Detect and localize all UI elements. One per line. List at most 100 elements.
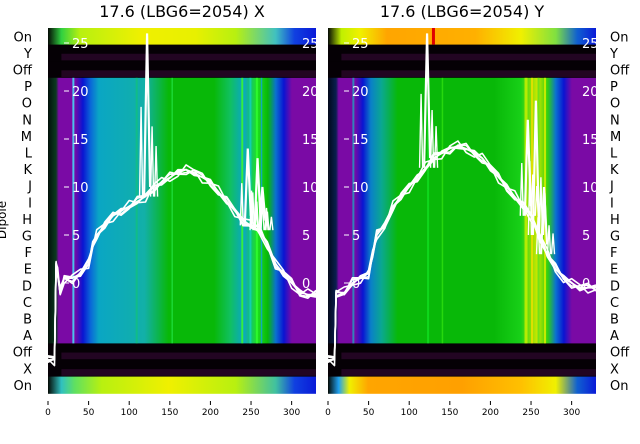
- dipole-label: F: [610, 246, 617, 261]
- heatmap-row-on: [48, 376, 316, 394]
- heatmap-streak: [352, 77, 355, 344]
- overlay-tick-label: 15: [582, 133, 599, 148]
- panel-x-title: 17.6 (LBG6=2054) X: [99, 2, 265, 21]
- heatmap-row-n: [328, 111, 596, 129]
- dipole-label: J: [609, 180, 614, 195]
- dipole-label: G: [22, 230, 32, 245]
- heatmap-rail-shade: [61, 369, 317, 376]
- dipole-label: On: [610, 379, 628, 394]
- dipole-label: O: [610, 97, 620, 112]
- dipole-label: P: [610, 80, 618, 95]
- dipole-label: E: [610, 263, 618, 278]
- heatmap-row-k: [328, 160, 596, 178]
- x-tick-label: 200: [482, 408, 499, 418]
- dipole-label: M: [21, 130, 32, 145]
- dipole-label: Off: [610, 64, 630, 79]
- overlay-tick-label: 5: [582, 229, 590, 244]
- overlay-spike: [138, 106, 144, 197]
- dipole-label: X: [610, 362, 619, 377]
- overlay-series-line: [327, 140, 597, 367]
- overlay-tick-label: 25: [302, 37, 319, 52]
- heatmap-row-p: [48, 77, 316, 95]
- overlay-tick-label: 15: [352, 133, 369, 148]
- dipole-label: F: [25, 246, 32, 261]
- overlay-spike: [519, 162, 524, 216]
- dipole-label: Off: [13, 346, 33, 361]
- panel-x-heatmap: [48, 28, 317, 394]
- dipole-label: J: [27, 180, 32, 195]
- dipole-label: D: [22, 279, 32, 294]
- overlay-spike: [422, 33, 432, 168]
- overlay-series-line: [327, 146, 597, 362]
- dipole-label: C: [610, 296, 619, 311]
- heatmap-row-f: [48, 243, 316, 261]
- heatmap-rail-shade: [61, 53, 317, 61]
- x-tick-label: 200: [202, 408, 219, 418]
- overlay-tick-label: 15: [72, 133, 89, 148]
- overlay-spike: [254, 206, 259, 231]
- overlay-tick-label: 25: [352, 37, 369, 52]
- dipole-label: Off: [610, 346, 630, 361]
- x-tick-label: 50: [83, 408, 95, 418]
- x-tick-label: 100: [401, 408, 418, 418]
- panel-x-ylabel: Dipole: [0, 201, 9, 239]
- overlay-spike: [153, 145, 159, 197]
- heatmap-streak: [72, 77, 75, 344]
- overlay-tick-label: 10: [582, 181, 599, 196]
- heatmap-streak: [441, 77, 444, 344]
- dipole-label: L: [25, 147, 33, 162]
- dipole-label: I: [610, 196, 614, 211]
- heatmap-row-h: [328, 210, 596, 228]
- panel-y-heatmap: [328, 28, 596, 394]
- overlay-tick-label: 15: [302, 133, 319, 148]
- overlay-spike: [429, 109, 435, 168]
- overlay-spike: [535, 217, 541, 255]
- heatmap-row-m: [48, 127, 316, 145]
- overlay-spike: [527, 161, 533, 236]
- overlay-spike: [149, 126, 155, 197]
- dipole-label: A: [610, 329, 619, 344]
- dipole-label: Y: [609, 47, 618, 62]
- dipole-label: K: [23, 163, 32, 178]
- overlay-spike: [269, 216, 274, 231]
- overlay-tick-label: 0: [582, 277, 590, 292]
- heatmap-row-on: [328, 28, 596, 46]
- x-tick-label: 150: [441, 408, 458, 418]
- panel-y-overlay-ticks: 0 0 5 5 10 10 15 15 20 20 25 25: [344, 37, 599, 292]
- panel-y-x-ticks: 0 50 100 150 200 250 300: [325, 401, 580, 418]
- overlay-spike: [265, 211, 270, 231]
- heatmap-row-d: [48, 277, 316, 295]
- x-tick-label: 250: [242, 408, 259, 418]
- overlay-tick-label: 0: [302, 277, 310, 292]
- heatmap-row-f: [328, 243, 596, 261]
- overlay-tick-label: 5: [72, 229, 80, 244]
- overlay-tick-label: 10: [302, 181, 319, 196]
- overlay-spike: [243, 148, 252, 226]
- heatmap-rail-shade: [341, 53, 596, 61]
- heatmap-row-i: [328, 194, 596, 212]
- x-tick-label: 250: [522, 408, 539, 418]
- overlay-spike: [258, 186, 267, 231]
- heatmap-row-o: [48, 94, 316, 112]
- x-tick-label: 100: [121, 408, 138, 418]
- dipole-label: P: [24, 80, 32, 95]
- dipole-label: H: [610, 213, 620, 228]
- overlay-tick-label: 20: [72, 85, 89, 100]
- x-tick-label: 300: [283, 408, 300, 418]
- overlay-spike: [249, 190, 254, 231]
- overlay-tick-label: 20: [302, 85, 319, 100]
- overlay-spike: [418, 93, 424, 168]
- dipole-label: G: [610, 230, 620, 245]
- x-tick-label: 50: [363, 408, 375, 418]
- overlay-tick-label: 20: [582, 85, 599, 100]
- panel-y: 17.6 (LBG6=2054) Y OnYOffPONMLKJIHGFEDCB…: [325, 2, 630, 418]
- dipole-label: On: [610, 30, 628, 45]
- dipole-label: K: [610, 163, 619, 178]
- heatmap-row-on: [328, 376, 596, 394]
- heatmap-hotspot: [431, 28, 435, 45]
- overlay-series-line: [47, 168, 317, 362]
- overlay-spike: [539, 186, 549, 255]
